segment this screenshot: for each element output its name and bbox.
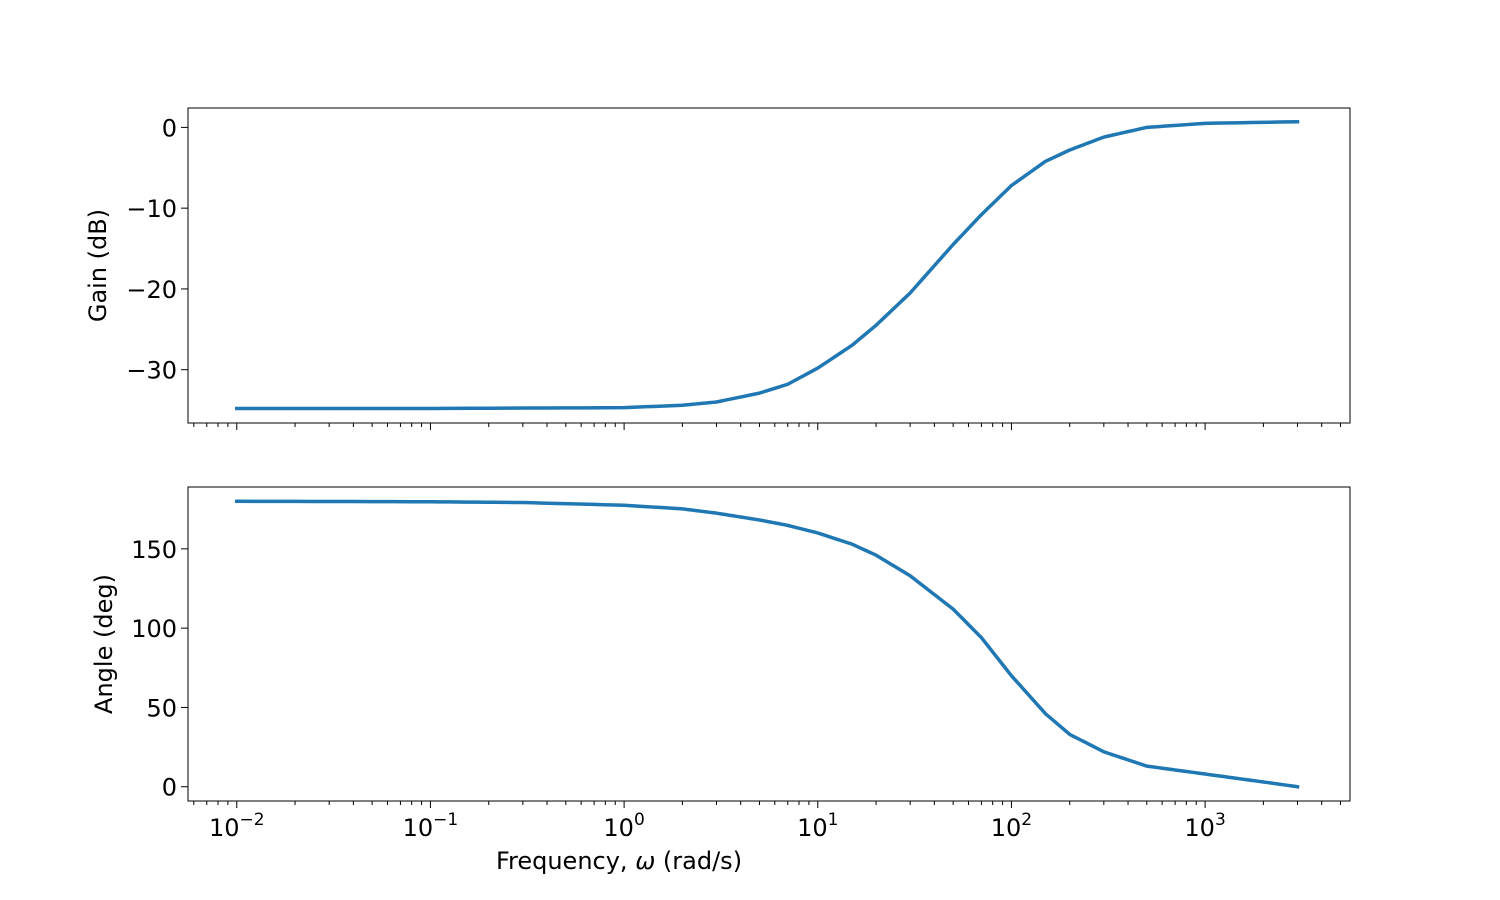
gain-y-tick-label: −20	[126, 276, 177, 304]
x-tick-label: 102	[991, 810, 1032, 842]
x-tick-label: 10−1	[403, 810, 459, 842]
angle-plot-frame	[187, 486, 1351, 802]
gain-plot: 0 −10 −20 −30 Gain (dB)	[84, 107, 1351, 430]
angle-series-line	[235, 499, 1300, 789]
gain-y-tick-label: −30	[126, 357, 177, 385]
angle-y-tick-label: 100	[131, 615, 177, 643]
gain-y-tick-label: 0	[162, 114, 177, 142]
angle-plot: 10−2 10−1 100 101 102 103 0 50 100 150 Angle (deg)…	[90, 486, 1351, 875]
angle-y-axis-label: Angle (deg)	[90, 574, 118, 714]
gain-series-line	[235, 119, 1300, 411]
angle-y-tick-label: 50	[146, 694, 177, 722]
x-axis-label: Frequency, ω (rad/s)	[496, 847, 742, 875]
gain-plot-frame	[187, 107, 1351, 424]
gain-y-axis-label: Gain (dB)	[84, 209, 112, 322]
x-tick-label: 10−2	[209, 810, 265, 842]
x-tick-label: 101	[797, 810, 838, 842]
angle-y-tick-label: 0	[162, 774, 177, 802]
x-tick-label: 103	[1184, 810, 1225, 842]
angle-y-tick-label: 150	[131, 536, 177, 564]
gain-y-tick-label: −10	[126, 195, 177, 223]
x-tick-label: 100	[603, 810, 644, 842]
